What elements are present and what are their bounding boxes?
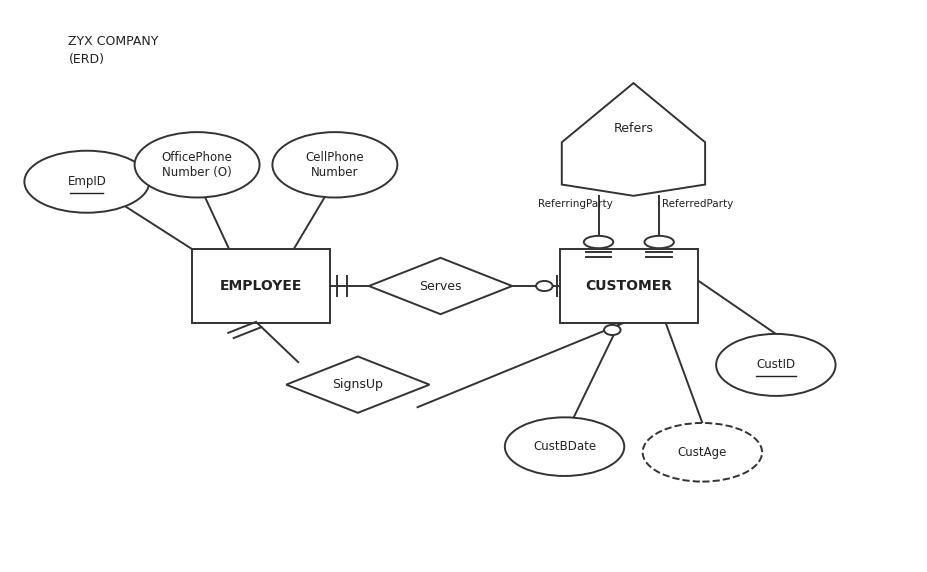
Ellipse shape xyxy=(273,132,398,197)
Ellipse shape xyxy=(644,236,674,248)
Text: Number: Number xyxy=(311,166,359,178)
Text: EmpID: EmpID xyxy=(68,175,107,188)
Text: ZYX COMPANY
(ERD): ZYX COMPANY (ERD) xyxy=(69,35,159,66)
Polygon shape xyxy=(562,83,705,196)
Text: CellPhone: CellPhone xyxy=(306,151,364,164)
Ellipse shape xyxy=(717,334,835,396)
Polygon shape xyxy=(286,356,429,413)
Text: OfficePhone: OfficePhone xyxy=(161,151,233,164)
Ellipse shape xyxy=(134,132,260,197)
Circle shape xyxy=(604,325,620,335)
Text: CustID: CustID xyxy=(756,359,795,371)
Text: ReferredParty: ReferredParty xyxy=(662,199,733,209)
Ellipse shape xyxy=(642,423,762,482)
Polygon shape xyxy=(369,258,513,314)
Text: ReferringParty: ReferringParty xyxy=(539,199,613,209)
Bar xyxy=(193,249,330,323)
Ellipse shape xyxy=(24,150,149,213)
Ellipse shape xyxy=(584,236,614,248)
Text: Serves: Serves xyxy=(419,280,462,292)
Text: CustAge: CustAge xyxy=(678,446,727,459)
Ellipse shape xyxy=(505,418,624,476)
Text: CUSTOMER: CUSTOMER xyxy=(585,279,672,293)
Text: Refers: Refers xyxy=(614,122,654,134)
Text: SignsUp: SignsUp xyxy=(333,378,383,391)
Text: CustBDate: CustBDate xyxy=(533,440,596,453)
Text: Number (O): Number (O) xyxy=(162,166,232,178)
Circle shape xyxy=(536,281,552,291)
Text: EMPLOYEE: EMPLOYEE xyxy=(221,279,302,293)
Bar xyxy=(560,249,698,323)
